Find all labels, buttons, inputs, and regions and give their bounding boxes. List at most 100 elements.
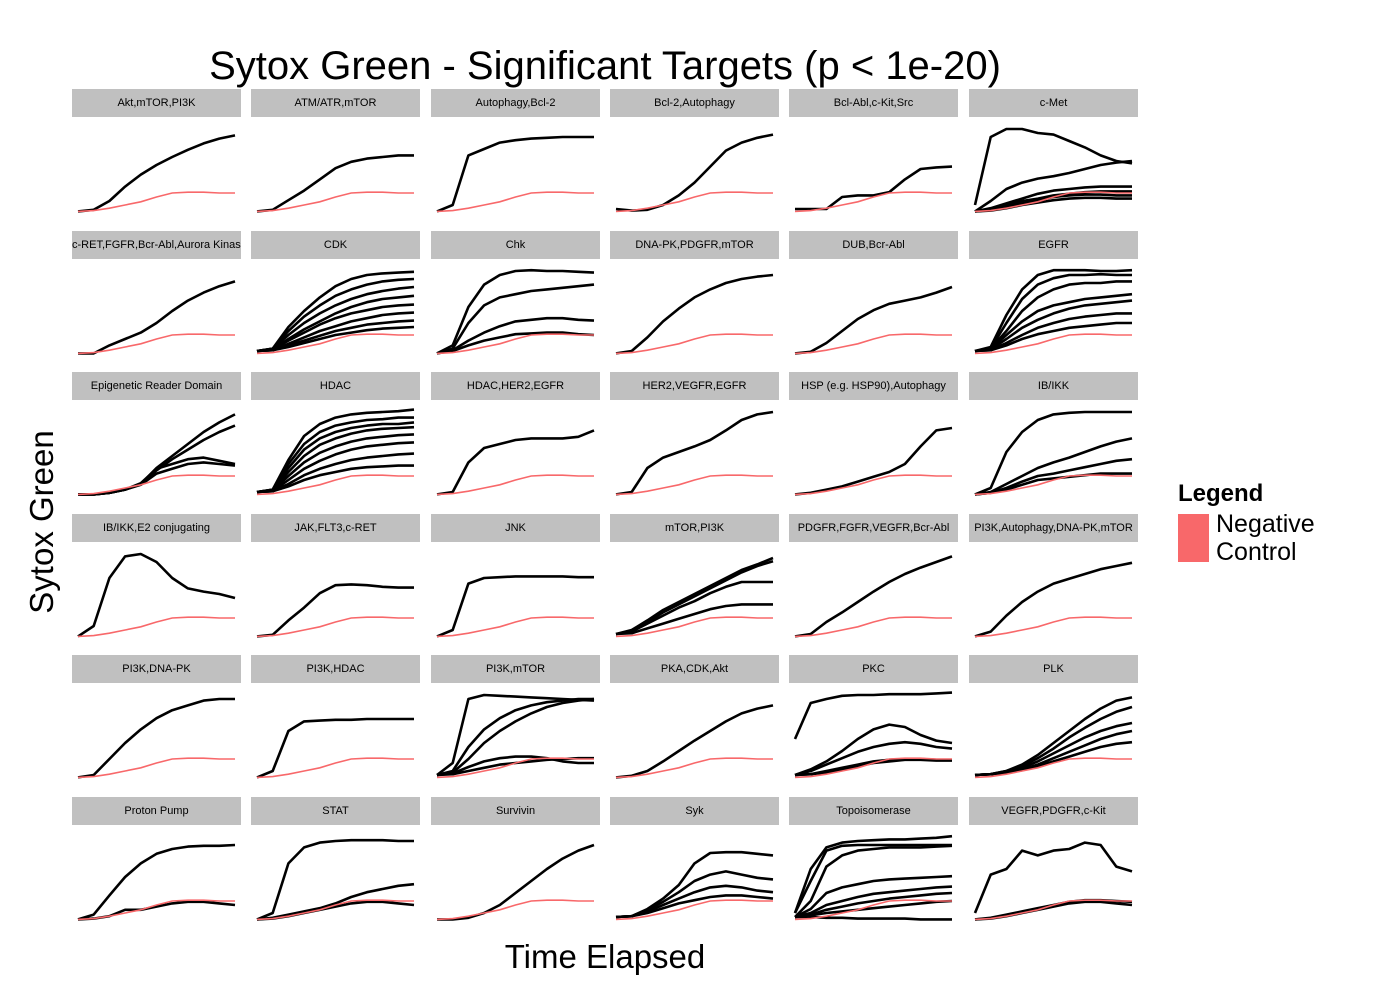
treated-series-line [794,426,953,496]
facet-strip: CDK [251,231,420,259]
facet-plot [256,154,414,213]
facet-plot [973,127,1133,213]
facet-plot [974,696,1133,779]
treated-series-line [256,464,414,494]
negative-control-line [615,757,773,779]
facet-strip: Syk [610,797,779,825]
treated-series-line [974,159,1133,213]
treated-series-line [615,850,774,919]
treated-series-line [974,299,1133,353]
facet-strip: IB/IKK [969,372,1138,400]
negative-control-line [256,616,414,638]
negative-control-line [436,899,594,921]
treated-series-line [793,691,953,740]
treated-series-line [974,185,1132,213]
treated-series-line [794,891,953,919]
negative-control-line [794,757,952,779]
facet-plot [973,841,1133,921]
negative-control-line [436,333,594,355]
legend: Legend Negative Control [1178,480,1315,566]
treated-series-line [974,312,1132,353]
negative-control-line [77,899,235,921]
facet-strip: Autophagy,Bcl-2 [431,89,600,117]
treated-series-line [974,292,1133,353]
treated-series-line [615,133,774,212]
treated-series-line [793,834,953,914]
facet-plot [436,843,595,921]
treated-series-line [436,268,595,355]
treated-series-line [794,555,953,638]
treated-series-line [615,273,774,355]
negative-control-line [794,191,952,213]
negative-control-line [974,616,1132,638]
treated-series-line [256,433,415,494]
legend-key-negative-control [1178,514,1209,562]
legend-title: Legend [1178,480,1264,507]
facet-strip: ATM/ATR,mTOR [251,89,420,117]
negative-control-line [436,191,594,213]
treated-series-line [974,457,1133,496]
negative-control-line [615,191,773,213]
treated-series-line [794,285,953,355]
facet-strip: c-Met [969,89,1138,117]
treated-series-line [436,316,595,355]
negative-control-line [256,474,414,496]
facet-strip: PLK [969,655,1138,683]
facet-strip: Proton Pump [72,797,241,825]
facet-plot [436,429,595,496]
facet-plot [256,270,415,355]
treated-series-line [615,870,774,919]
facet-plot [974,268,1133,355]
treated-series-line [615,410,774,496]
treated-series-line [256,838,414,921]
facet-strip: HER2,VEGFR,EGFR [610,372,779,400]
facet-plot [256,838,415,921]
treated-series-line [615,556,774,636]
facet-plot [77,280,236,355]
treated-series-line [794,844,953,918]
facet-plot [77,134,236,213]
negative-control-line [256,899,414,921]
facet-strip: HDAC,HER2,EGFR [431,372,600,400]
negative-control-line [974,899,1132,921]
negative-control-line [974,757,1132,779]
treated-series-line [256,583,414,638]
negative-control-line [256,757,414,779]
treated-series-line [794,885,953,919]
treated-series-line [615,603,773,636]
facet-strip: PKA,CDK,Akt [610,655,779,683]
negative-control-line [77,616,235,638]
facet-strip: Epigenetic Reader Domain [72,372,241,400]
facet-plot [77,413,236,496]
treated-series-line [256,325,415,353]
treated-series-line [436,331,595,355]
treated-series-line [794,723,953,777]
facet-strip: DNA-PK,PDGFR,mTOR [610,231,779,259]
treated-series-line [794,899,953,919]
treated-series-line [615,580,773,636]
treated-series-line [436,135,594,213]
negative-control-line [615,333,773,355]
facet-plot [436,693,595,779]
treated-series-line [974,472,1132,496]
facet-strip: PI3K,HDAC [251,655,420,683]
facet-strip: mTOR,PI3K [610,514,779,542]
facet-plot [436,575,594,638]
facet-strip: PI3K,DNA-PK [72,655,241,683]
treated-series-line [974,280,1132,353]
treated-series-line [256,270,415,353]
treated-series-line [436,283,595,355]
treated-series-line [78,413,236,496]
facet-plot [436,135,594,213]
treated-series-line [256,441,415,494]
treated-series-line [77,552,236,638]
treated-series-line [256,452,415,494]
facet-plot [77,552,236,638]
negative-control-line [794,899,952,921]
treated-series-line [256,408,415,494]
treated-series-line [256,285,415,353]
facet-strip: PDGFR,FGFR,VEGFR,Bcr-Abl [789,514,958,542]
facet-plot [794,426,953,496]
facet-plot [615,133,774,213]
treated-series-line [77,697,235,779]
